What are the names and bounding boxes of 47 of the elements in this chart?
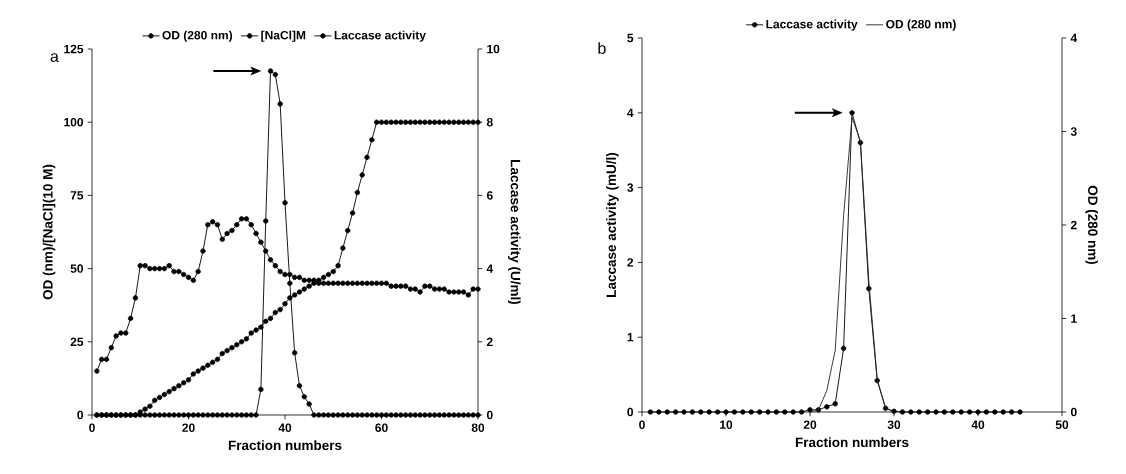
x-tick-label: 20 (182, 423, 195, 432)
y2-tick-label: 6 (486, 191, 493, 200)
x-tick-label: 0 (639, 420, 645, 429)
x-tick-label: 40 (971, 420, 985, 429)
y2-tick-label: 8 (486, 117, 493, 127)
y-tick-label: 25 (70, 337, 84, 347)
x-tick-label: 60 (375, 423, 388, 432)
y2-tick-label: 4 (486, 264, 494, 273)
legend-label: OD (280 nm) (886, 19, 956, 31)
x-tick-label: 40 (278, 423, 292, 432)
x-axis-title: Fraction numbers (228, 440, 342, 451)
y2-axis-title: OD (280 nm) (1085, 185, 1098, 265)
y-tick-label: 1 (627, 333, 634, 342)
y2-tick-label: 3 (1070, 127, 1077, 136)
x-tick-label: 50 (1055, 420, 1069, 429)
y-tick-label: 50 (70, 264, 84, 273)
x-tick-label: 0 (89, 423, 95, 432)
y2-tick-label: 2 (1070, 220, 1077, 230)
y2-tick-label: 2 (486, 337, 493, 346)
legend-label: OD (280 nm) (162, 30, 233, 42)
x-tick-label: 80 (471, 423, 485, 432)
y2-tick-label: 10 (487, 44, 500, 54)
x-tick-label: 10 (720, 420, 733, 429)
text: a (50, 53, 59, 62)
y2-axis-title: Laccase activity (U/ml) (508, 160, 521, 305)
x-tick-label: 20 (803, 420, 817, 429)
x-axis-title: Fraction numbers (795, 437, 909, 448)
y-tick-label: 125 (64, 44, 84, 54)
y-tick-label: 0 (77, 410, 84, 420)
legend-label: Laccase activity (334, 30, 426, 42)
legend-label: [NaCl]M (261, 30, 306, 42)
y-tick-label: 75 (70, 191, 84, 200)
y-tick-label: 2 (627, 258, 634, 267)
text: b (598, 42, 606, 54)
y-tick-label: 4 (627, 108, 634, 117)
y2-tick-label: 4 (1070, 33, 1078, 43)
y-tick-label: 3 (627, 183, 634, 192)
x-tick-label: 30 (887, 420, 901, 429)
y2-tick-label: 1 (1071, 314, 1077, 323)
y-axis-title: Laccase activity (mU/l) (606, 152, 619, 297)
legend-label: Laccase activity (766, 19, 858, 31)
y-tick-label: 100 (64, 117, 84, 127)
y-tick-label: 5 (627, 33, 634, 43)
y-axis-title: OD (nm)/[NaCl](10 M) (42, 164, 56, 300)
y-tick-label: 0 (627, 407, 634, 417)
y2-tick-label: 0 (486, 410, 493, 420)
y2-tick-label: 0 (1070, 407, 1077, 417)
